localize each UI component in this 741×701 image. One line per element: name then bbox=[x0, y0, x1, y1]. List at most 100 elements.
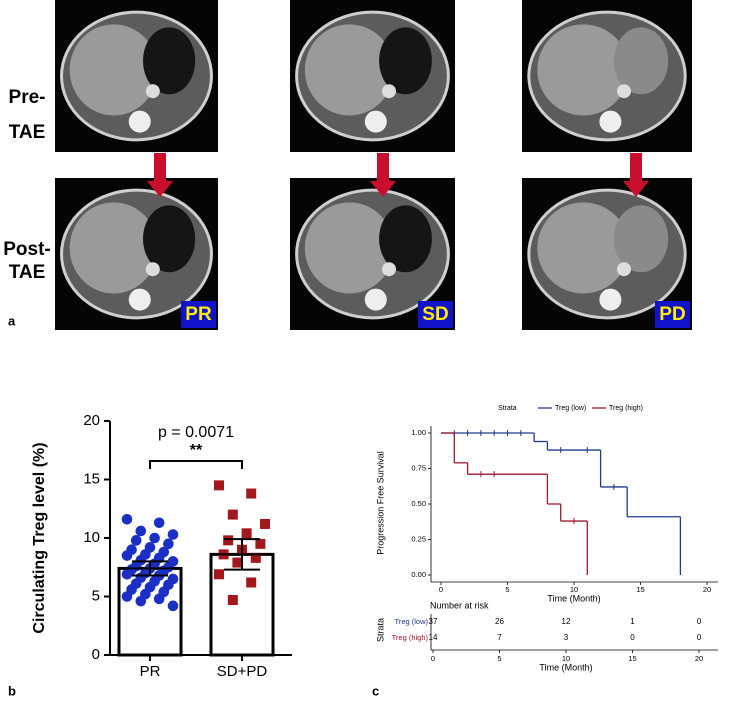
data-point bbox=[250, 552, 261, 563]
x-tick-label: SD+PD bbox=[217, 663, 268, 680]
risk-count: 26 bbox=[495, 617, 504, 626]
data-point bbox=[153, 593, 165, 605]
y-tick-label: 15 bbox=[83, 470, 100, 487]
data-point bbox=[163, 538, 174, 550]
risk-count: 3 bbox=[564, 633, 569, 642]
data-point bbox=[214, 480, 224, 491]
x-tick-label: 10 bbox=[570, 585, 578, 594]
response-badge bbox=[655, 301, 690, 328]
arrow bbox=[147, 153, 173, 197]
ct-spine bbox=[128, 110, 151, 133]
y-tick-label: 0.75 bbox=[411, 463, 426, 472]
row-label: Post- bbox=[3, 239, 51, 260]
data-point bbox=[227, 595, 238, 606]
censor-mark bbox=[477, 471, 484, 478]
ct-aorta bbox=[145, 84, 160, 99]
censor-mark bbox=[517, 430, 524, 436]
y-tick-label: 5 bbox=[92, 587, 100, 604]
data-point bbox=[232, 557, 243, 568]
legend-label: Treg (high) bbox=[609, 405, 643, 412]
risk-table-title: Number at risk bbox=[430, 600, 489, 610]
arrow bbox=[623, 153, 649, 197]
row-label: Pre- bbox=[9, 87, 46, 108]
risk-count: 12 bbox=[562, 617, 571, 626]
data-point bbox=[149, 532, 160, 544]
ct-stomach bbox=[143, 205, 196, 273]
x-tick-label: 0 bbox=[431, 654, 435, 663]
risk-row-label: Treg (high) bbox=[392, 633, 429, 642]
risk-count: 37 bbox=[429, 617, 438, 626]
ct-liver bbox=[69, 24, 158, 116]
ct-liver bbox=[304, 24, 394, 116]
ct-spine bbox=[364, 110, 387, 133]
data-point bbox=[246, 488, 257, 499]
significance-stars: ** bbox=[190, 442, 203, 459]
x-tick-label: 0 bbox=[439, 585, 443, 594]
risk-count: 0 bbox=[630, 633, 635, 642]
x-tick-label: 20 bbox=[695, 654, 703, 663]
data-point bbox=[260, 518, 270, 529]
x-axis-label: Time (Month) bbox=[547, 593, 600, 603]
censor-mark bbox=[491, 471, 498, 478]
legend-title: Strata bbox=[498, 405, 517, 412]
data-point bbox=[214, 569, 224, 580]
data-point bbox=[241, 528, 252, 539]
ct-spine bbox=[599, 110, 622, 133]
data-point bbox=[255, 538, 266, 549]
ct-liver bbox=[304, 202, 394, 294]
y-tick-label: 0.25 bbox=[411, 534, 426, 543]
x-tick-label: 5 bbox=[505, 585, 509, 594]
y-axis-label: Circulating Treg level (%) bbox=[31, 442, 48, 633]
ct-aorta bbox=[617, 262, 631, 277]
y-tick-label: 0 bbox=[92, 646, 100, 663]
ct-spine bbox=[364, 288, 387, 311]
ct-liver bbox=[537, 24, 630, 116]
data-point bbox=[130, 535, 142, 546]
x-tick-label: PR bbox=[140, 663, 161, 680]
y-tick-label: 0.50 bbox=[411, 499, 426, 508]
response-badge bbox=[181, 301, 216, 328]
x-tick-label: 20 bbox=[703, 585, 711, 594]
y-tick-label: 1.00 bbox=[411, 428, 426, 437]
data-point bbox=[135, 595, 147, 607]
censor-mark bbox=[491, 430, 498, 436]
ct-aorta bbox=[617, 84, 631, 99]
x-tick-label: 10 bbox=[562, 654, 570, 663]
x-tick-label: 15 bbox=[628, 654, 636, 663]
ct-spine bbox=[599, 288, 622, 311]
data-point bbox=[246, 577, 257, 588]
ct-aorta bbox=[145, 262, 160, 277]
ct-stomach bbox=[613, 27, 669, 95]
panel-letter: a bbox=[8, 313, 16, 328]
significance-bracket bbox=[149, 460, 243, 469]
censor-mark bbox=[571, 518, 577, 525]
censor-mark bbox=[464, 430, 471, 436]
data-point bbox=[153, 517, 165, 529]
data-point bbox=[167, 529, 179, 540]
data-point bbox=[167, 600, 179, 612]
risk-count: 14 bbox=[429, 633, 438, 642]
response-badge bbox=[418, 301, 453, 328]
censor-mark bbox=[477, 430, 484, 436]
ct-liver bbox=[537, 202, 630, 294]
x-axis-label: Time (Month) bbox=[539, 662, 592, 672]
data-point bbox=[135, 525, 147, 537]
ct-stomach bbox=[379, 205, 432, 273]
row-label: TAE bbox=[9, 122, 46, 143]
arrow bbox=[370, 153, 396, 197]
response-label: PR bbox=[185, 304, 212, 325]
y-axis-label: Progression Free Survival bbox=[375, 451, 385, 555]
ct-spine bbox=[128, 288, 151, 311]
data-point bbox=[227, 509, 238, 520]
ct-stomach bbox=[143, 27, 196, 95]
panel-letter: c bbox=[372, 683, 379, 698]
risk-count: 7 bbox=[497, 633, 502, 642]
censor-mark bbox=[610, 483, 617, 490]
data-point bbox=[223, 535, 234, 546]
censor-mark bbox=[584, 447, 591, 454]
response-label: SD bbox=[422, 304, 448, 325]
ct-liver bbox=[69, 202, 158, 294]
ct-aorta bbox=[382, 84, 396, 99]
x-tick-label: 5 bbox=[497, 654, 501, 663]
p-value: p = 0.0071 bbox=[158, 424, 234, 441]
